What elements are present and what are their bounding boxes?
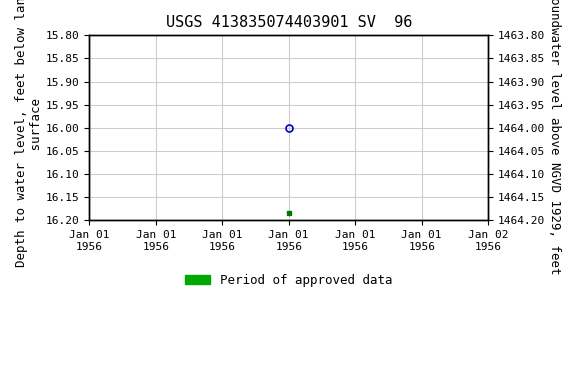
Y-axis label: Groundwater level above NGVD 1929, feet: Groundwater level above NGVD 1929, feet	[548, 0, 561, 274]
Y-axis label: Depth to water level, feet below land
 surface: Depth to water level, feet below land su…	[15, 0, 43, 266]
Title: USGS 413835074403901 SV  96: USGS 413835074403901 SV 96	[165, 15, 412, 30]
Legend: Period of approved data: Period of approved data	[180, 269, 397, 292]
